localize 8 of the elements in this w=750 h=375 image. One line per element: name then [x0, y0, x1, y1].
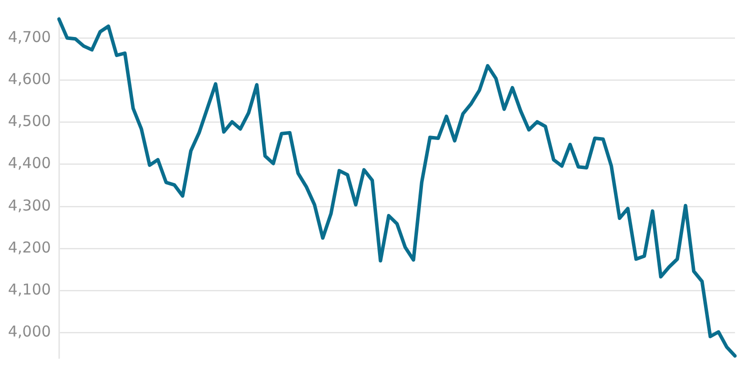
y-tick-label: 4,000 [8, 322, 51, 341]
y-tick-label: 4,600 [8, 70, 51, 88]
y-tick-label: 4,200 [8, 238, 51, 256]
y-tick-label: 4,500 [8, 112, 51, 130]
y-tick-label: 4,300 [8, 196, 51, 214]
y-tick-label: 4,700 [8, 28, 51, 46]
y-tick-label: 4,100 [8, 280, 51, 299]
y-tick-label: 4,400 [8, 154, 51, 172]
